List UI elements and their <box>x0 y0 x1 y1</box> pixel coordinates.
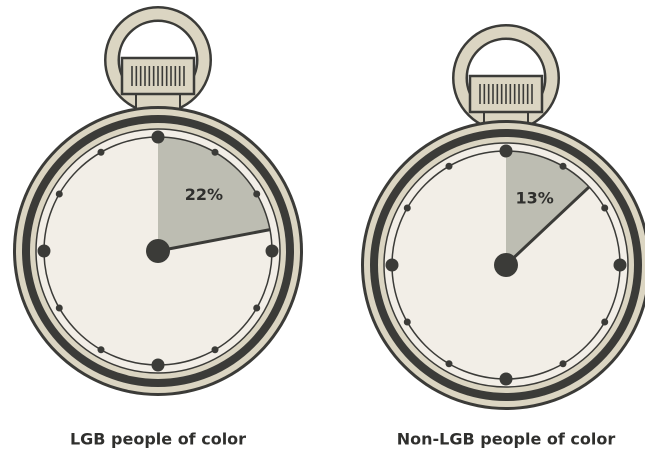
pointer <box>504 185 591 267</box>
hour-dot <box>613 258 627 272</box>
hub <box>494 253 518 277</box>
hour-dot <box>37 244 51 258</box>
hour-dot <box>55 304 63 312</box>
value-label: 13% <box>515 188 553 207</box>
hour-dot <box>403 318 411 326</box>
chart-title: LGB people of color <box>70 430 246 449</box>
pointer <box>157 228 271 253</box>
hour-dot <box>559 162 567 170</box>
sector <box>158 137 270 251</box>
hour-dot <box>211 148 219 156</box>
stopwatch: 22% LGB people of color <box>13 6 303 449</box>
hour-dot <box>445 162 453 170</box>
hour-dot <box>499 372 513 386</box>
hour-dot <box>151 358 165 372</box>
hour-dot <box>253 190 261 198</box>
hour-dot <box>97 148 105 156</box>
hour-dot <box>265 244 279 258</box>
hour-dot <box>253 304 261 312</box>
hour-dot <box>445 360 453 368</box>
hour-dot <box>385 258 399 272</box>
hour-dot <box>97 346 105 354</box>
hour-dot <box>403 204 411 212</box>
hour-dot <box>499 144 513 158</box>
hour-dot <box>601 318 609 326</box>
stopwatch: 13% Non-LGB people of color <box>361 24 645 449</box>
hour-dot <box>601 204 609 212</box>
sector <box>506 151 590 265</box>
hour-dot <box>211 346 219 354</box>
hub <box>146 239 170 263</box>
hour-dot <box>151 130 165 144</box>
hour-dot <box>559 360 567 368</box>
chart-title: Non-LGB people of color <box>397 430 616 449</box>
hour-dot <box>55 190 63 198</box>
value-label: 22% <box>185 185 223 204</box>
